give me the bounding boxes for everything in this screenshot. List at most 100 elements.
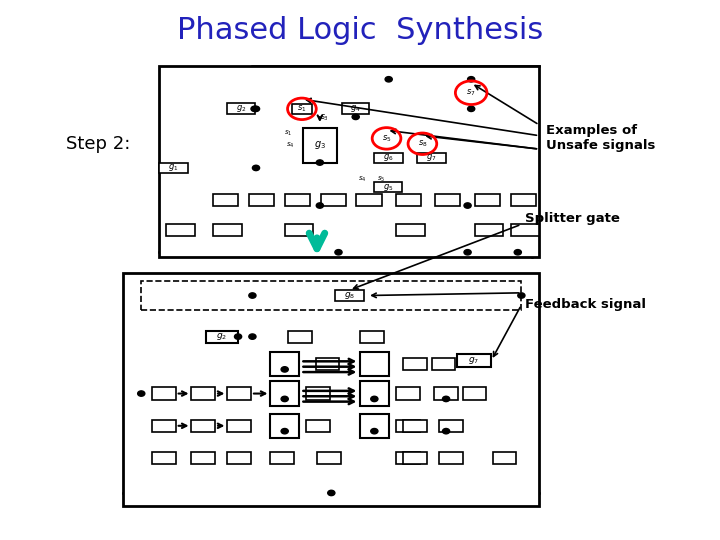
Text: $g_7$: $g_7$ [426, 152, 437, 163]
Circle shape [138, 391, 145, 396]
Bar [270, 452, 294, 464]
Bar [320, 194, 346, 206]
Text: $g_2$: $g_2$ [235, 103, 246, 114]
Bar [284, 224, 313, 236]
Bar [306, 420, 330, 432]
Bar [335, 290, 364, 301]
Text: $s_4$: $s_4$ [358, 175, 366, 184]
Bar [228, 104, 255, 114]
Text: Phased Logic  Synthesis: Phased Logic Synthesis [177, 16, 543, 45]
Circle shape [371, 396, 378, 402]
Bar [315, 358, 339, 370]
Circle shape [371, 428, 378, 434]
Text: $s_8$: $s_8$ [418, 138, 427, 149]
Bar [123, 273, 539, 507]
Bar [396, 387, 420, 400]
Circle shape [464, 203, 471, 208]
Circle shape [443, 396, 450, 402]
Circle shape [385, 77, 392, 82]
Bar [317, 452, 341, 464]
Text: $s_5$: $s_5$ [377, 175, 386, 184]
Text: $g_1$: $g_1$ [168, 163, 179, 173]
Circle shape [518, 293, 525, 298]
Bar [270, 352, 299, 376]
Bar [492, 452, 516, 464]
Text: $g_4$: $g_4$ [351, 103, 361, 114]
Text: $s_5$: $s_5$ [382, 133, 391, 144]
Bar [439, 452, 462, 464]
Bar [360, 414, 389, 438]
Circle shape [467, 77, 474, 82]
Bar [474, 224, 503, 236]
Circle shape [253, 106, 260, 112]
Bar [270, 414, 299, 438]
Bar [292, 104, 312, 113]
Text: $s_3$: $s_3$ [320, 113, 328, 123]
Bar [152, 420, 176, 432]
Bar [206, 330, 238, 342]
Bar [152, 452, 176, 464]
Bar [360, 331, 384, 343]
Bar [403, 358, 427, 370]
Text: $s_7$: $s_7$ [467, 87, 476, 98]
Bar [403, 420, 427, 432]
Bar [374, 183, 402, 192]
Bar [360, 381, 389, 406]
Bar [228, 420, 251, 432]
Bar [166, 224, 195, 236]
Bar [213, 224, 242, 236]
Circle shape [281, 396, 288, 402]
Text: Feedback signal: Feedback signal [525, 299, 646, 312]
Bar [403, 452, 427, 464]
Bar [474, 194, 500, 206]
Bar [418, 153, 446, 163]
Bar [228, 452, 251, 464]
Bar [342, 104, 369, 114]
Bar [249, 194, 274, 206]
Bar [396, 194, 421, 206]
Bar [510, 224, 539, 236]
Circle shape [281, 428, 288, 434]
Bar [439, 420, 462, 432]
Text: Splitter gate: Splitter gate [525, 212, 620, 226]
Text: $s_4$: $s_4$ [286, 140, 294, 150]
Text: $g_6$: $g_6$ [383, 152, 394, 163]
Circle shape [281, 367, 288, 372]
Bar [270, 381, 299, 406]
Circle shape [443, 428, 450, 434]
Circle shape [316, 203, 323, 208]
Text: $g_3$: $g_3$ [314, 139, 326, 151]
Text: $s_1$: $s_1$ [284, 129, 292, 138]
Bar [306, 387, 330, 400]
Bar [213, 194, 238, 206]
Circle shape [514, 249, 521, 255]
Text: Examples of
Unsafe signals: Examples of Unsafe signals [546, 124, 656, 152]
Circle shape [335, 249, 342, 255]
Bar [462, 387, 486, 400]
Bar [356, 194, 382, 206]
Bar [510, 194, 536, 206]
Circle shape [467, 106, 474, 112]
Text: $g_8$: $g_8$ [343, 290, 355, 301]
Bar [192, 452, 215, 464]
Circle shape [249, 334, 256, 339]
Bar [192, 387, 215, 400]
Bar [436, 194, 460, 206]
Bar [396, 420, 420, 432]
Bar [192, 420, 215, 432]
Bar [284, 194, 310, 206]
Bar [374, 153, 403, 163]
Circle shape [464, 249, 471, 255]
Bar [288, 331, 312, 343]
Text: $g_7$: $g_7$ [469, 355, 480, 366]
Bar [159, 66, 539, 256]
Circle shape [251, 106, 258, 112]
Text: $s_1$: $s_1$ [297, 104, 307, 114]
Bar [360, 352, 389, 376]
Circle shape [328, 490, 335, 496]
Bar [159, 163, 188, 173]
Bar [432, 358, 455, 370]
Bar [456, 354, 491, 367]
Circle shape [316, 160, 323, 165]
Bar [228, 387, 251, 400]
